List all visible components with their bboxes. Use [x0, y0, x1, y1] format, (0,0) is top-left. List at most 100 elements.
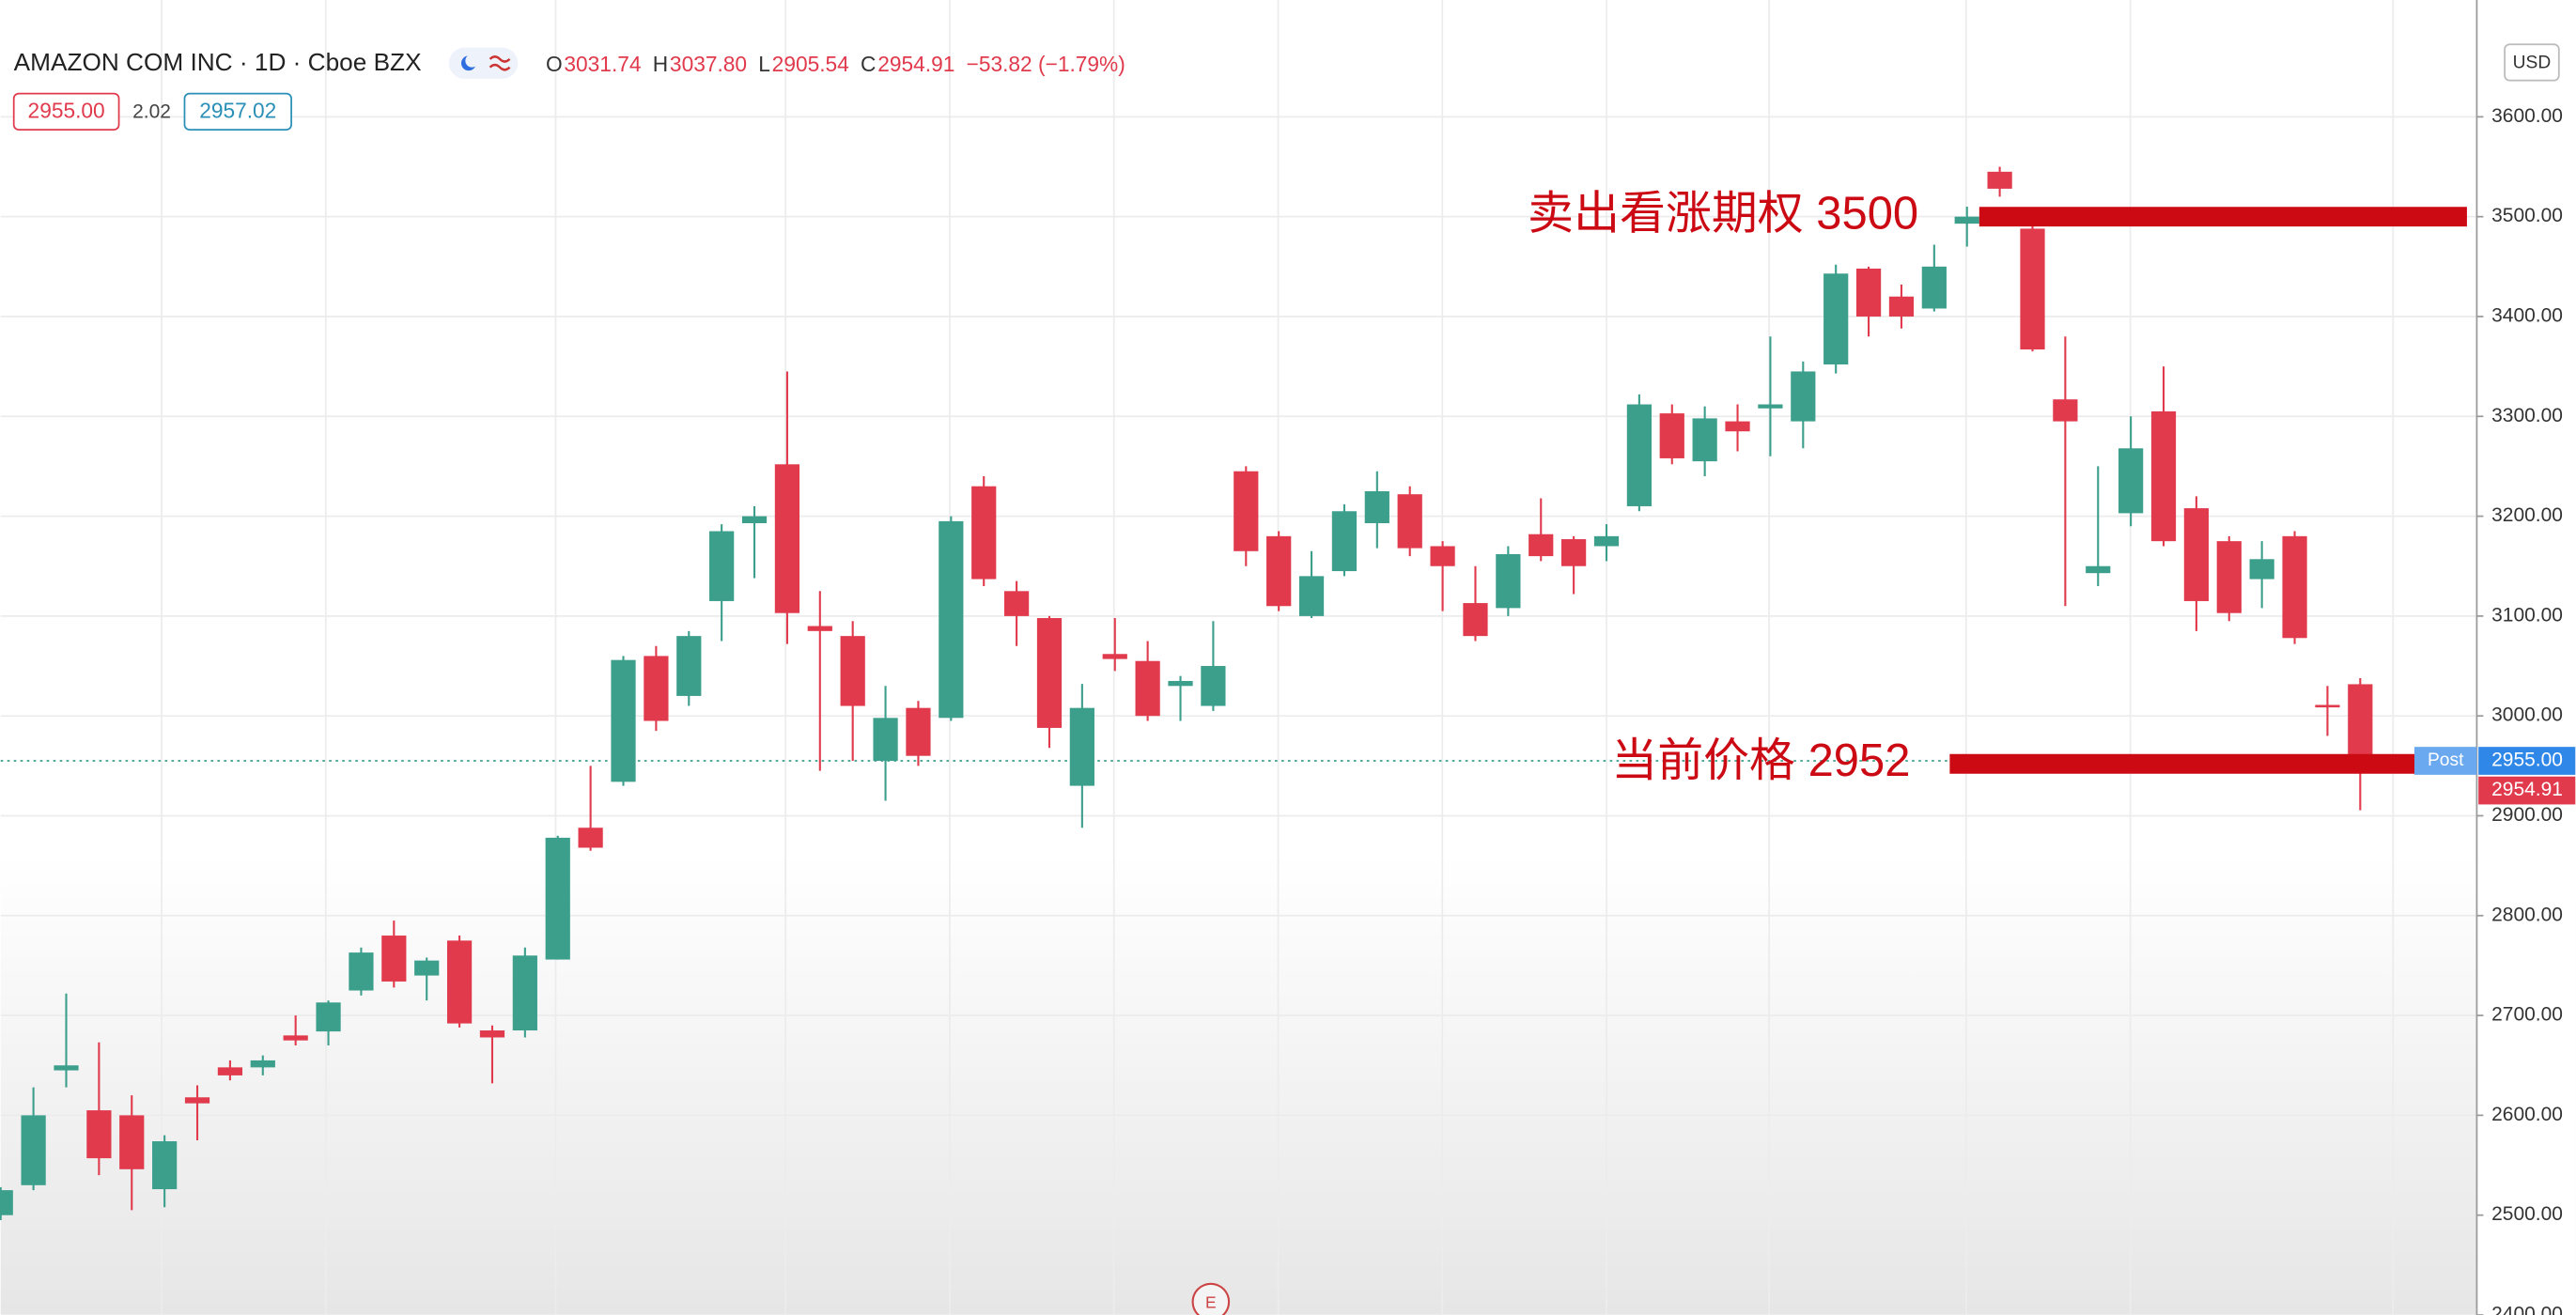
candle-body [1298, 576, 1325, 616]
candle-body [2020, 228, 2045, 350]
candle-body [184, 1097, 210, 1104]
candle-body [1593, 535, 1620, 547]
ohlc-value: 3037.80 [670, 52, 747, 76]
ask-box[interactable]: 2957.02 [183, 92, 292, 131]
candle-body [1954, 216, 1979, 224]
candle-body [512, 955, 537, 1031]
candle-body [414, 960, 440, 976]
candle-body [2348, 684, 2373, 762]
earnings-marker[interactable]: E [1191, 1282, 1231, 1315]
mode-pill[interactable] [448, 47, 519, 79]
bid-price: 2955.00 [28, 99, 105, 123]
candle-body [21, 1115, 46, 1185]
candle-body [1463, 603, 1488, 637]
candle-body [1234, 471, 1259, 551]
change-value: −53.82 (−1.79%) [967, 52, 1125, 76]
candle-body [54, 1065, 79, 1071]
candle-body [1430, 546, 1455, 566]
currency-border [2504, 43, 2560, 82]
candle-body [217, 1067, 243, 1075]
candle-body [283, 1035, 308, 1041]
ohlc-value: 3031.74 [564, 52, 641, 76]
candle-body [873, 718, 898, 762]
candle-body [1823, 273, 1849, 365]
candle-body [1987, 171, 2012, 189]
wave-icon [489, 55, 511, 71]
candle-body [2282, 535, 2307, 639]
session-tag [2414, 747, 2477, 775]
candle-body [1659, 413, 1684, 458]
candle-body [119, 1115, 145, 1169]
price-tag [2478, 776, 2576, 805]
candle-body [1397, 494, 1422, 549]
candle-body [250, 1060, 275, 1068]
candle-body [2249, 559, 2274, 580]
y-tick-label: 3500.00 [2491, 205, 2563, 226]
earnings-label: E [1205, 1292, 1217, 1311]
candle-body [2216, 541, 2242, 613]
candle-body [1855, 268, 1882, 317]
candle-body [2315, 704, 2340, 708]
y-tick-label: 2900.00 [2491, 804, 2563, 826]
y-tick-label: 2700.00 [2491, 1004, 2563, 1026]
price-tag-label: 2955.00 [2491, 750, 2563, 771]
candle-body [1364, 491, 1389, 524]
moon-cut [465, 54, 479, 68]
currency-box[interactable]: USD [2504, 43, 2560, 82]
y-tick-label: 3100.00 [2491, 604, 2563, 626]
candle-body [545, 837, 570, 960]
candle-body [152, 1141, 178, 1190]
ohlc-key: L [758, 52, 770, 76]
candle-body [349, 952, 374, 991]
candle-body [1003, 591, 1030, 616]
y-tick-label: 3200.00 [2491, 504, 2563, 526]
candle-body [86, 1110, 112, 1159]
candle-body [1069, 707, 1094, 786]
candle-body [840, 636, 865, 706]
bid-box[interactable]: 2955.00 [12, 92, 120, 131]
y-tick-label: 3400.00 [2491, 305, 2563, 327]
candle-body [971, 486, 997, 580]
annotation-text: 当前价格 2952 [1611, 735, 1910, 786]
candle-body [1102, 654, 1127, 659]
candle-body [1888, 296, 1915, 317]
candle-body [1331, 511, 1358, 572]
candle-body [2053, 399, 2078, 422]
candle-body [1266, 535, 1292, 607]
candle-body [1201, 666, 1226, 706]
annotation-text: 卖出看涨期权 3500 [1528, 189, 1918, 240]
ask-border [183, 92, 292, 131]
ohlc-key: C [861, 52, 876, 76]
ohlc-value: 2954.91 [877, 52, 954, 76]
y-tick-label: 2600.00 [2491, 1104, 2563, 1125]
candle-body [611, 659, 636, 782]
ohlc-key: H [653, 52, 668, 76]
y-tick-label: 2800.00 [2491, 904, 2563, 925]
candle-body [741, 516, 768, 524]
candle-body [1758, 404, 1783, 409]
candle-body [1626, 404, 1652, 506]
candle-body [1529, 534, 1554, 557]
candle-body [578, 828, 603, 848]
candle-body [2118, 448, 2144, 514]
candle-body [316, 1002, 341, 1032]
candle-body [0, 1190, 13, 1215]
bid-border [12, 92, 120, 131]
candle-body [446, 940, 473, 1024]
candle-body [1692, 418, 1717, 462]
price-tag-label: 2954.91 [2491, 779, 2563, 800]
y-tick-label: 2400.00 [2491, 1304, 2563, 1315]
candle-body [381, 936, 407, 982]
ohlc-value: 2905.54 [772, 52, 849, 76]
candle-body [676, 636, 702, 696]
candle-body [2086, 565, 2111, 574]
candle-body [1168, 680, 1193, 687]
candle-body [644, 656, 669, 721]
currency: USD [2513, 53, 2552, 72]
candle-body [1725, 421, 1750, 432]
candle-body [906, 707, 931, 756]
price-tag [2478, 747, 2576, 775]
price-axis: 2400.00 2500.00 2600.00 2700.00 2800.00 2900.… [2414, 105, 2576, 1315]
symbol-title: AMAZON COM INC · 1D · Cboe BZX [14, 48, 422, 76]
